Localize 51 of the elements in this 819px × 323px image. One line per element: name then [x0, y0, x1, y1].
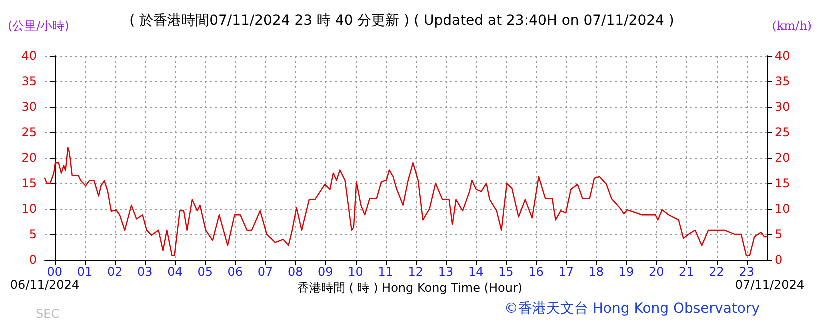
y2-tick-label: 40 — [775, 49, 790, 63]
x-tick-label: 10 — [348, 265, 364, 279]
x-tick-label: 18 — [588, 265, 604, 279]
x-tick-label: 22 — [709, 265, 724, 279]
y2-tick-label: 10 — [775, 202, 790, 216]
chart-title: ( 於香港時間07/11/2024 23 時 40 分更新 ) ( Updated at 23:40H on 07/11/2024 ) — [130, 13, 674, 29]
y-axis-title: (公里/小時) — [8, 19, 70, 33]
text: 06/11/2024 — [10, 278, 80, 292]
y-tick-label: 40 — [22, 49, 37, 63]
x-tick-label: 23 — [739, 265, 754, 279]
x-tick-label: 00 — [47, 265, 63, 279]
x-tick-label: 02 — [107, 265, 123, 279]
x-tick-label: 16 — [528, 265, 544, 279]
y2-tick-label: 30 — [775, 100, 790, 114]
y2-tick-label: 5 — [775, 228, 783, 242]
x-tick-label: 04 — [168, 265, 183, 279]
x-tick-label: 06 — [228, 265, 244, 279]
y2-tick-label: 25 — [775, 126, 790, 140]
x-tick-label: 21 — [679, 265, 694, 279]
x-tick-label: 15 — [498, 265, 514, 279]
line-series — [44, 147, 768, 257]
x-tick-label: 08 — [288, 265, 304, 279]
text: 07/11/2024 — [735, 278, 805, 292]
x-tick-label: 09 — [318, 265, 334, 279]
y-tick-label: 0 — [29, 253, 37, 267]
x-tick-label: 19 — [618, 265, 634, 279]
x-tick-label: 07 — [258, 265, 274, 279]
y-tick-label: 30 — [22, 100, 37, 114]
y-tick-label: 20 — [22, 151, 37, 165]
x-tick-label: 11 — [378, 265, 394, 279]
y-tick-label: 15 — [22, 176, 37, 190]
x-tick-label: 12 — [408, 265, 424, 279]
x-tick-label: 20 — [648, 265, 664, 279]
x-tick-label: 17 — [558, 265, 574, 279]
y-tick-label: 35 — [22, 74, 37, 88]
y-tick-label: 10 — [22, 202, 37, 216]
x-tick-label: 05 — [198, 265, 213, 279]
x-tick-label: 14 — [468, 265, 484, 279]
y-tick-label: 5 — [29, 228, 37, 242]
text: SEC — [36, 307, 60, 321]
text: ©香港天文台 Hong Kong Observatory — [504, 301, 760, 317]
y2-tick-label: 20 — [775, 151, 790, 165]
y2-tick-label: 15 — [775, 176, 790, 190]
y2-tick-label: 0 — [775, 253, 783, 267]
x-axis-title: 香港時間 ( 時 ) Hong Kong Time (Hour) — [297, 281, 523, 295]
x-tick-label: 13 — [438, 265, 454, 279]
y2-tick-label: 35 — [775, 74, 790, 88]
y2-axis-title: (km/h) — [772, 19, 812, 33]
y-tick-label: 25 — [22, 126, 37, 140]
x-tick-label: 01 — [77, 265, 93, 279]
x-tick-label: 03 — [138, 265, 153, 279]
